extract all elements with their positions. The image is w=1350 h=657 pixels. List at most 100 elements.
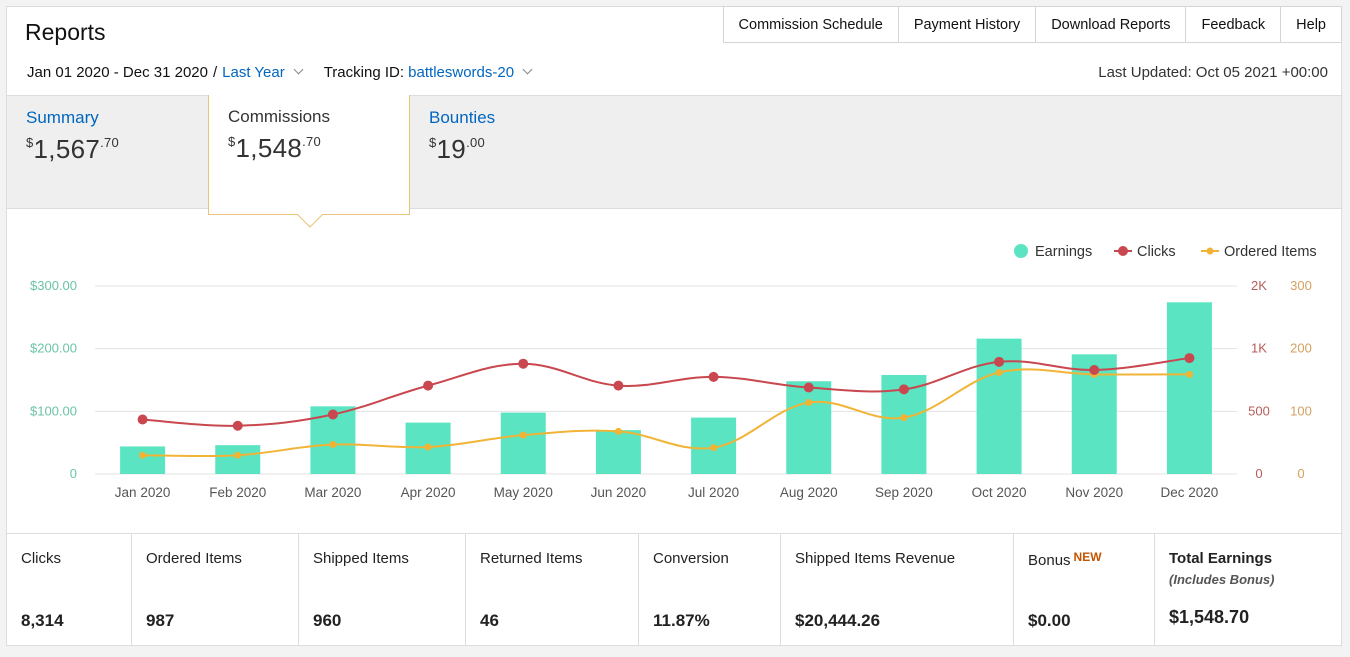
stat-conversion: Conversion 11.87%	[639, 534, 781, 646]
bar-earnings	[120, 446, 166, 474]
top-nav: Commission Schedule Payment History Down…	[722, 6, 1342, 43]
x-axis-tick: Apr 2020	[401, 485, 456, 500]
point-clicks	[994, 356, 1005, 367]
point-clicks	[327, 409, 338, 420]
currency-symbol: $	[26, 135, 34, 150]
tab-bounties[interactable]: Bounties $19.00	[410, 96, 514, 210]
download-reports-button[interactable]: Download Reports	[1035, 6, 1186, 43]
bar-earnings	[786, 381, 832, 474]
right-outer-axis-tick: 200	[1290, 341, 1312, 356]
left-axis-tick: $200.00	[30, 341, 77, 356]
tab-commissions[interactable]: Commissions $1,548.70	[208, 95, 410, 228]
point-ordered-items	[139, 451, 147, 459]
point-clicks	[613, 380, 624, 391]
point-ordered-items	[900, 414, 908, 422]
x-axis-tick: Sep 2020	[875, 485, 933, 500]
amount-cents: .00	[466, 135, 486, 150]
stat-label: Shipped Items Revenue	[795, 550, 956, 567]
point-clicks	[1089, 364, 1100, 375]
stat-value: 8,314	[21, 611, 64, 630]
x-axis-tick: Jan 2020	[115, 485, 171, 500]
period-dropdown[interactable]: Last Year	[222, 64, 304, 81]
point-clicks	[803, 382, 814, 393]
x-axis-tick: Nov 2020	[1065, 485, 1123, 500]
right-outer-axis-tick: 100	[1290, 403, 1312, 418]
currency-symbol: $	[429, 135, 437, 150]
amount-whole: 1,567	[33, 134, 101, 164]
last-updated: Last Updated: Oct 05 2021 +00:00	[1098, 64, 1328, 81]
left-axis-tick: $300.00	[30, 278, 77, 293]
point-ordered-items	[234, 451, 242, 459]
right-inner-axis-tick: 500	[1248, 403, 1270, 418]
point-ordered-items	[614, 427, 622, 435]
period-separator: /	[212, 64, 218, 81]
legend-entry: Ordered Items	[1224, 244, 1317, 260]
point-clicks	[137, 414, 148, 425]
page-title: Reports	[25, 19, 106, 45]
right-inner-axis-tick: 2K	[1251, 278, 1267, 293]
chart-svg: 0 0 0 $100.00 500 100 $200.00 1K 200 $300.00 2K 300…	[30, 244, 1317, 500]
point-ordered-items	[805, 399, 813, 407]
point-ordered-items	[519, 431, 527, 439]
help-button[interactable]: Help	[1280, 6, 1342, 43]
report-tabs: Summary $1,567.70 Commissions $1,548.70 …	[7, 95, 1341, 228]
amount-whole: 1,548	[235, 133, 303, 163]
tracking-id-selector[interactable]: Tracking ID: battleswords-20	[323, 64, 533, 81]
stat-label: Conversion	[653, 550, 729, 567]
stat-ordered-items: Ordered Items 987	[132, 534, 299, 646]
legend-entry: Earnings	[1035, 244, 1092, 260]
legend-entry: Clicks	[1137, 244, 1176, 260]
left-axis-tick: 0	[70, 466, 77, 481]
tab-bounties-label: Bounties	[429, 108, 496, 127]
point-clicks	[708, 371, 719, 382]
payment-history-button[interactable]: Payment History	[897, 6, 1036, 43]
stat-bonus: Bonus NEW $0.00	[1014, 534, 1155, 646]
x-axis-tick: Jul 2020	[688, 485, 739, 500]
point-ordered-items	[1185, 370, 1193, 378]
filter-row: Jan 01 2020 - Dec 31 2020 / Last Year Tr…	[27, 64, 533, 81]
point-ordered-items	[995, 368, 1003, 376]
feedback-button[interactable]: Feedback	[1185, 6, 1281, 43]
stat-shipped-items-revenue: Shipped Items Revenue $20,444.26	[781, 534, 1014, 646]
reports-panel: Reports Commission Schedule Payment Hist…	[6, 6, 1342, 646]
x-axis-tick: Aug 2020	[780, 485, 838, 500]
new-badge: NEW	[1073, 550, 1102, 564]
stat-label: Shipped Items	[313, 550, 409, 567]
tab-summary[interactable]: Summary $1,567.70	[7, 96, 138, 210]
stat-value: $0.00	[1028, 611, 1071, 630]
bonus-label: Bonus	[1028, 552, 1071, 569]
amount-cents: .70	[100, 135, 120, 150]
stat-label: Bonus NEW	[1028, 550, 1140, 569]
bar-earnings	[500, 412, 546, 474]
stat-value: 960	[313, 611, 342, 630]
amount-cents: .70	[302, 134, 322, 149]
date-range: Jan 01 2020 - Dec 31 2020	[27, 64, 208, 81]
stat-shipped-items: Shipped Items 960	[299, 534, 466, 646]
x-axis-tick: Oct 2020	[972, 485, 1027, 500]
right-inner-axis-tick: 0	[1255, 466, 1262, 481]
stats-row: Clicks 8,314 Ordered Items 987 Shipped I…	[7, 533, 1341, 646]
chevron-down-icon	[293, 64, 304, 75]
legend-marker-ordered-items	[1206, 247, 1214, 255]
point-clicks	[1184, 353, 1195, 364]
stat-total-earnings: Total Earnings (Includes Bonus) $1,548.7…	[1155, 534, 1341, 646]
tab-summary-amount: $1,567.70	[26, 134, 119, 165]
commission-schedule-button[interactable]: Commission Schedule	[722, 6, 898, 43]
stat-label: Ordered Items	[146, 550, 242, 567]
right-inner-axis-tick: 1K	[1251, 341, 1267, 356]
period-label: Last Year	[222, 64, 285, 81]
tracking-label: Tracking ID:	[323, 64, 404, 81]
stat-clicks: Clicks 8,314	[7, 534, 132, 646]
bar-earnings	[215, 445, 261, 474]
stat-label: Total Earnings	[1169, 550, 1273, 567]
bar-earnings	[1166, 302, 1212, 474]
tracking-id-value: battleswords-20	[408, 64, 515, 81]
x-axis-tick: Mar 2020	[304, 485, 361, 500]
bar-earnings	[595, 430, 641, 474]
legend-marker-earnings	[1014, 244, 1028, 258]
stat-value: $20,444.26	[795, 611, 881, 630]
chevron-down-icon	[522, 64, 533, 75]
tab-commissions-label: Commissions	[228, 107, 331, 126]
series-line-clicks	[142, 357, 1190, 427]
right-outer-axis-tick: 0	[1297, 466, 1304, 481]
